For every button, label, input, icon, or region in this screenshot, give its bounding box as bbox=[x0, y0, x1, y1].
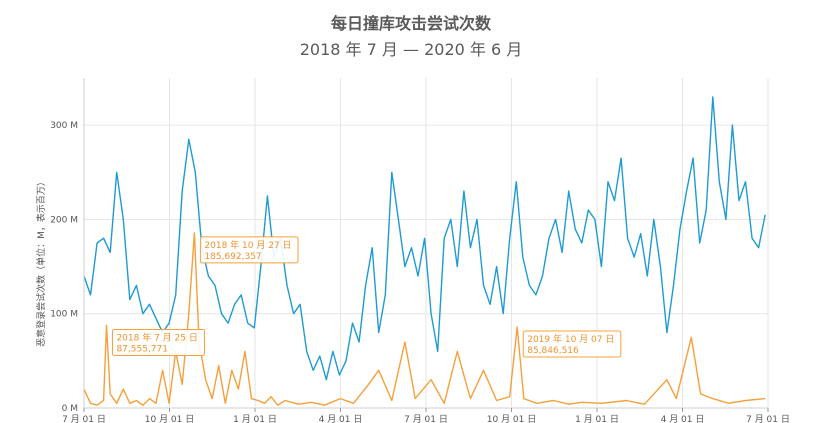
y-tick-label: 300 M bbox=[50, 121, 78, 131]
series-lines bbox=[83, 96, 766, 406]
annotation-date: 2018 年 10 月 27 日 bbox=[204, 239, 291, 251]
x-tick-label: 10 月 01 日 bbox=[145, 414, 195, 423]
x-tick-label: 4 月 01 日 bbox=[319, 414, 363, 423]
annotation-date: 2019 年 10 月 07 日 bbox=[527, 333, 614, 345]
annotation-value: 87,555,771 bbox=[116, 344, 168, 354]
x-tick-label: 7 月 01 日 bbox=[62, 414, 106, 423]
y-tick-label: 100 M bbox=[50, 310, 78, 320]
axes: 0 M 100 M 200 M 300 M 7 月 01 日 10 月 01 日 1 月 0… bbox=[50, 78, 790, 423]
annotation-box bbox=[199, 236, 299, 264]
x-tick-label: 4 月 01 日 bbox=[661, 414, 705, 423]
y-axis-label: 恶意登录尝试次数（单位：M，表示百万） bbox=[35, 177, 47, 347]
y-tick-label: 0 M bbox=[62, 404, 78, 414]
annotation-date: 2018 年 7 月 25 日 bbox=[116, 331, 197, 343]
x-tick-label: 10 月 01 日 bbox=[487, 414, 537, 423]
series-line-2 bbox=[83, 232, 766, 406]
annotation-value: 85,846,516 bbox=[527, 346, 579, 356]
annotation-box bbox=[522, 330, 622, 358]
annotation-box bbox=[111, 328, 205, 356]
annotations: 2018 年 7 月 25 日87,555,771 2018 年 10 月 27 … bbox=[111, 236, 622, 358]
x-tick-label: 7 月 01 日 bbox=[404, 414, 448, 423]
x-tick-label: 1 月 01 日 bbox=[233, 414, 277, 423]
x-tick-label: 7 月 01 日 bbox=[746, 414, 790, 423]
series-line-1 bbox=[83, 96, 766, 381]
y-tick-label: 200 M bbox=[50, 215, 78, 225]
chart-subtitle: 2018 年 7 月 — 2020 年 6 月 bbox=[299, 40, 523, 59]
chart-title: 每日撞库攻击尝试次数 bbox=[330, 14, 491, 33]
x-tick-label: 1 月 01 日 bbox=[575, 414, 619, 423]
grid bbox=[83, 78, 769, 409]
annotation-value: 185,692,357 bbox=[204, 252, 261, 262]
